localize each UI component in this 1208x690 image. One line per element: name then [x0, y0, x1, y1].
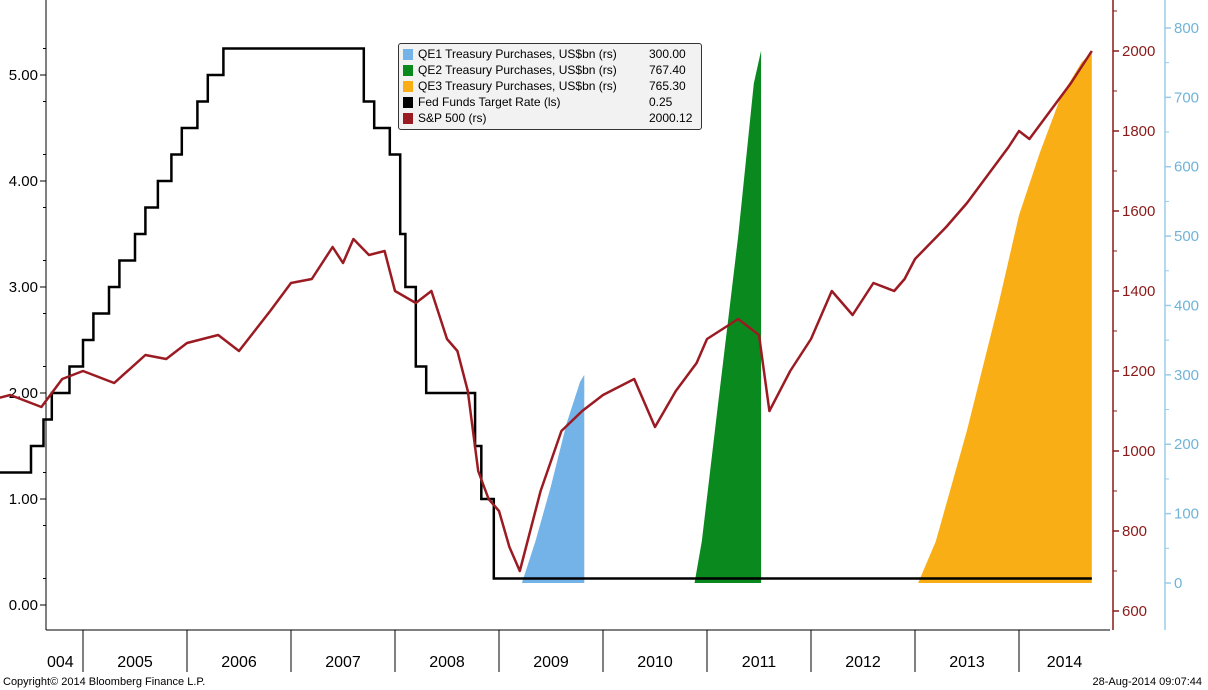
axes-layer: 0.001.002.003.004.005.006008001000120014…	[9, 0, 1199, 672]
legend-value-qe2: 767.40	[649, 63, 686, 77]
qe3-area	[918, 52, 1092, 584]
legend-entry-qe2: QE2 Treasury Purchases, US$bn (rs) 767.4…	[403, 62, 697, 78]
legend-label-qe2: QE2 Treasury Purchases, US$bn (rs)	[418, 63, 617, 77]
blue-tick-label: 500	[1174, 228, 1199, 245]
left-tick-label: 3.00	[9, 279, 38, 296]
left-tick-label: 1.00	[9, 491, 38, 508]
qe1-area	[521, 374, 585, 583]
blue-tick-label: 700	[1174, 89, 1199, 106]
legend-label-sp500: S&P 500 (rs)	[418, 111, 487, 125]
legend-entry-qe1: QE1 Treasury Purchases, US$bn (rs) 300.0…	[403, 46, 697, 62]
red-tick-label: 600	[1122, 603, 1147, 620]
red-tick-label: 1800	[1122, 123, 1155, 140]
x-tick-label: 2006	[221, 654, 257, 671]
legend-entry-qe3: QE3 Treasury Purchases, US$bn (rs) 765.3…	[403, 78, 697, 94]
legend-entry-fed-funds: Fed Funds Target Rate (ls) 0.25	[403, 94, 697, 110]
x-tick-label: 2011	[742, 654, 777, 671]
x-tick-label: 2014	[1047, 654, 1083, 671]
legend-swatch-qe2	[403, 64, 413, 76]
x-tick-label: 2010	[637, 654, 673, 671]
blue-tick-label: 100	[1174, 506, 1199, 523]
red-tick-label: 2000	[1122, 43, 1155, 60]
legend-swatch-fed-funds	[403, 96, 413, 108]
x-tick-label: 2013	[949, 654, 985, 671]
x-tick-label: 2007	[325, 654, 361, 671]
copyright-text: Copyright© 2014 Bloomberg Finance L.P.	[3, 676, 206, 688]
legend-label-qe3: QE3 Treasury Purchases, US$bn (rs)	[418, 79, 617, 93]
blue-tick-label: 400	[1174, 297, 1199, 314]
left-tick-label: 5.00	[9, 67, 38, 84]
legend-label-fed-funds: Fed Funds Target Rate (ls)	[418, 95, 561, 109]
blue-tick-label: 800	[1174, 20, 1199, 37]
legend-value-fed-funds: 0.25	[649, 95, 673, 109]
x-tick-label: 2009	[533, 654, 569, 671]
x-tick-label: 2008	[429, 654, 465, 671]
blue-tick-label: 200	[1174, 436, 1199, 453]
x-tick-label: 004	[47, 654, 74, 671]
qe2-area	[694, 50, 762, 583]
legend-value-sp500: 2000.12	[649, 111, 693, 125]
red-tick-label: 1000	[1122, 443, 1155, 460]
legend-swatch-qe3	[403, 80, 413, 92]
timestamp-text: 28-Aug-2014 09:07:44	[1092, 676, 1202, 688]
legend-swatch-qe1	[403, 48, 413, 60]
blue-tick-label: 300	[1174, 367, 1199, 384]
red-tick-label: 1400	[1122, 283, 1155, 300]
red-tick-label: 1200	[1122, 363, 1155, 380]
left-tick-label: 4.00	[9, 173, 38, 190]
legend-value-qe1: 300.00	[649, 47, 686, 61]
legend-label-qe1: QE1 Treasury Purchases, US$bn (rs)	[418, 47, 617, 61]
legend-entry-sp500: S&P 500 (rs) 2000.12	[403, 110, 697, 126]
blue-tick-label: 600	[1174, 159, 1199, 176]
legend-value-qe3: 765.30	[649, 79, 686, 93]
x-tick-label: 2012	[845, 654, 881, 671]
legend: QE1 Treasury Purchases, US$bn (rs) 300.0…	[398, 43, 702, 130]
red-tick-label: 800	[1122, 523, 1147, 540]
line-layer	[0, 47, 1093, 580]
red-tick-label: 1600	[1122, 203, 1155, 220]
blue-tick-label: 0	[1174, 575, 1182, 592]
x-tick-label: 2005	[117, 654, 153, 671]
qe-area-layer	[521, 50, 1092, 584]
left-tick-label: 0.00	[9, 597, 38, 614]
legend-swatch-sp500	[403, 112, 413, 124]
